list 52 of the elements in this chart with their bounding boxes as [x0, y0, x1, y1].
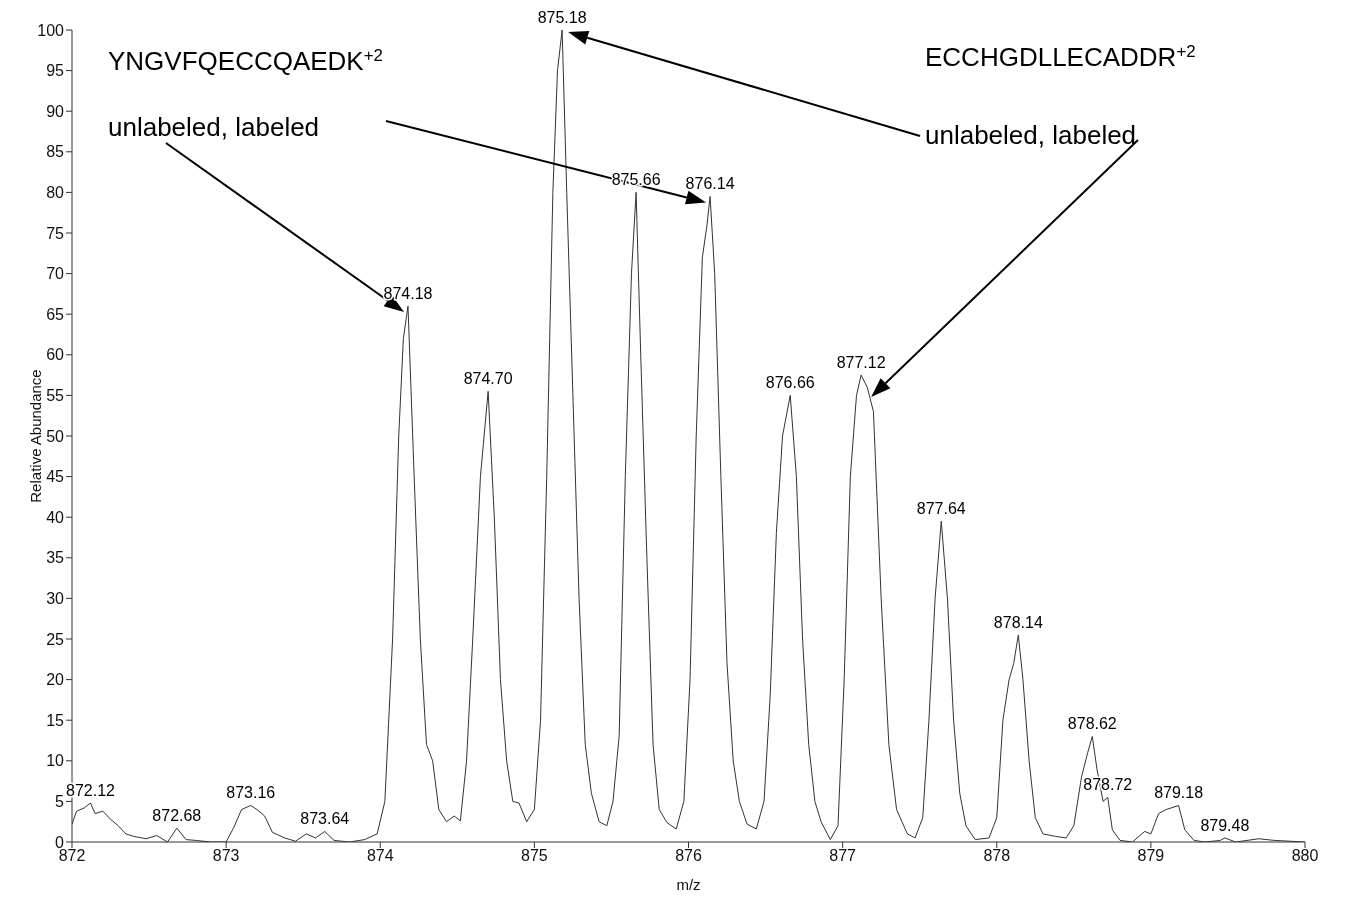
y-tick-label: 100 [37, 21, 65, 39]
annotation: 876.66 [765, 374, 815, 392]
x-tick-label: 877 [829, 847, 857, 865]
x-axis-title: m/z [676, 876, 701, 893]
y-tick-label: 65 [46, 305, 65, 323]
y-tick-label: 80 [46, 184, 65, 202]
y-axis-title: Relative Abundance [27, 369, 45, 503]
y-tick-label: 30 [46, 590, 65, 608]
annotation: unlabeled, labeled [925, 120, 1137, 150]
annotation: YNGVFQECCQAEDK$^{+2}$ [108, 45, 383, 76]
y-tick-label: 95 [46, 62, 65, 80]
y-tick-label: 15 [46, 711, 65, 729]
annotation: ECCHGDLLECADDR$^{+2}$ [925, 41, 1196, 72]
annotation: 874.70 [463, 370, 513, 388]
x-tick-label: 878 [983, 847, 1011, 865]
annotation: 873.64 [300, 810, 350, 828]
y-tick-label: 55 [46, 387, 65, 405]
x-tick-label: 880 [1291, 847, 1319, 865]
y-tick-label: 25 [46, 630, 65, 648]
annotation: 875.66 [611, 171, 661, 189]
x-tick-label: 875 [521, 847, 548, 865]
y-tick-label: 90 [46, 102, 65, 120]
y-tick-label: 75 [46, 224, 65, 242]
annotation: 879.48 [1200, 816, 1250, 834]
y-tick-label: 40 [46, 508, 65, 526]
y-tick-label: 50 [46, 427, 65, 445]
annotation: 878.72 [1083, 776, 1133, 794]
annotation: 877.64 [916, 500, 966, 518]
x-tick-label: 879 [1137, 847, 1165, 865]
annotation: 873.16 [226, 784, 276, 802]
annotation: 878.14 [993, 613, 1043, 631]
y-tick-label: 60 [46, 346, 65, 364]
y-tick-label: 5 [55, 793, 65, 811]
annotation: 877.12 [836, 354, 886, 372]
x-tick-label: 874 [366, 847, 394, 865]
x-tick-label: 872 [58, 847, 86, 865]
annotation: 872.12 [66, 782, 116, 800]
annotation: 876.14 [685, 175, 735, 193]
annotation: unlabeled, labeled [108, 112, 320, 142]
x-tick-label: 876 [675, 847, 702, 865]
y-tick-label: 20 [46, 671, 65, 689]
annotation: 879.18 [1154, 784, 1204, 802]
annotation: 878.62 [1067, 715, 1117, 733]
x-tick-label: 873 [212, 847, 240, 865]
annotation: 872.68 [152, 807, 202, 825]
y-tick-label: 70 [46, 265, 65, 283]
y-tick-label: 85 [46, 143, 65, 161]
annotation: 875.18 [537, 9, 587, 26]
y-tick-label: 35 [46, 549, 65, 567]
y-tick-label: 10 [46, 752, 65, 770]
annotation: 874.18 [383, 285, 433, 303]
y-tick-label: 45 [46, 468, 65, 486]
